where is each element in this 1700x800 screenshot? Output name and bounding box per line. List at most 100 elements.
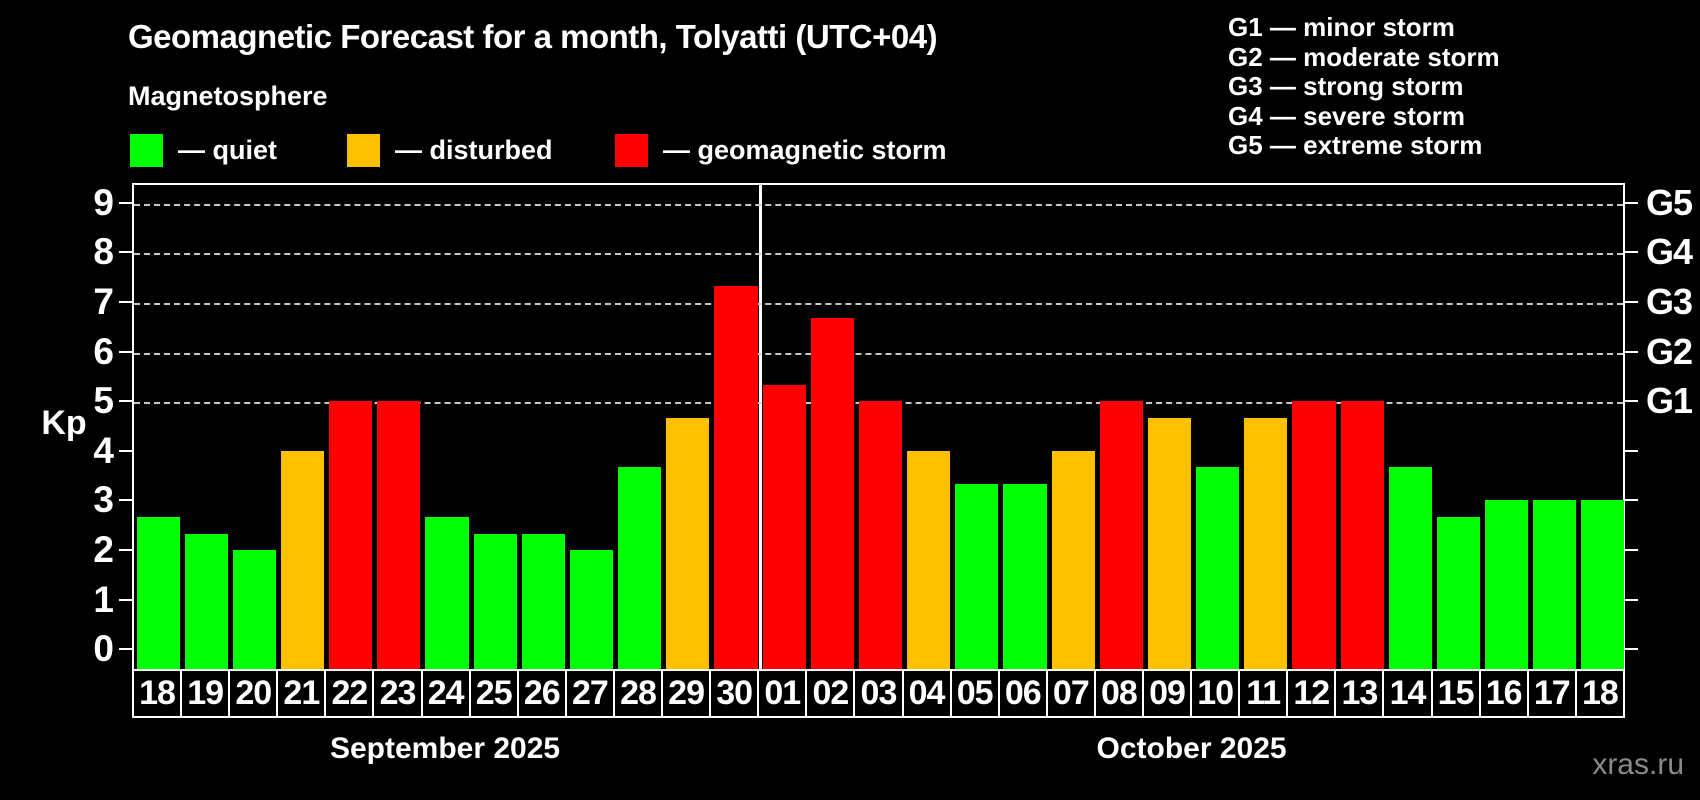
y-tick-left-8 (119, 251, 132, 254)
y-axis-label-4: 4 (93, 429, 114, 471)
legend-quiet-label: — quiet (178, 134, 277, 165)
y-axis-label-6: 6 (93, 330, 114, 372)
g-scale-line-4: G4 — severe storm (1228, 100, 1466, 131)
kp-bar-october-10 (1196, 467, 1240, 669)
y-axis-label-2: 2 (93, 528, 114, 570)
y-axis-label-8: 8 (93, 231, 114, 273)
g-scale-line-5: G5 — extreme storm (1228, 130, 1483, 160)
day-label-october-11: 11 (1238, 669, 1289, 718)
page-title: Geomagnetic Forecast for a month, Tolyat… (128, 18, 938, 55)
g-level-label-g4: G4 (1646, 231, 1693, 273)
day-label-october-10: 10 (1190, 669, 1241, 718)
day-label-september-25: 25 (468, 669, 519, 718)
kp-bar-october-07 (1051, 450, 1095, 669)
disturbed-color-swatch-icon (347, 133, 380, 167)
legend-item-storm: — geomagnetic storm (615, 131, 947, 169)
day-label-october-05: 05 (949, 669, 1000, 718)
y-tick-left-5 (119, 400, 132, 403)
y-tick-right-9 (1625, 201, 1638, 204)
kp-bar-october-01 (762, 384, 806, 669)
y-tick-right-8 (1625, 251, 1638, 254)
gridline-kp8 (134, 253, 1623, 256)
kp-bar-september-26 (521, 533, 565, 669)
day-label-october-02: 02 (805, 669, 856, 718)
y-tick-left-4 (119, 449, 132, 452)
y-tick-right-5 (1625, 400, 1638, 403)
day-label-september-28: 28 (612, 669, 664, 718)
legend-disturbed-label: — disturbed (395, 134, 553, 165)
day-label-september-21: 21 (276, 669, 327, 718)
y-axis-label-7: 7 (93, 281, 114, 323)
day-label-october-18: 18 (1574, 669, 1625, 718)
y-axis-label-9: 9 (93, 181, 114, 223)
day-label-september-24: 24 (420, 669, 471, 718)
gridline-kp7 (134, 303, 1623, 306)
day-label-october-12: 12 (1286, 669, 1337, 718)
kp-bar-october-09 (1147, 417, 1192, 669)
y-tick-left-2 (119, 548, 132, 551)
day-label-october-03: 03 (853, 669, 904, 718)
kp-bar-october-18 (1581, 500, 1625, 669)
kp-bar-september-23 (377, 401, 421, 669)
y-axis-label-3: 3 (93, 479, 114, 521)
month-label-september: September 2025 (329, 732, 561, 765)
gridline-kp6 (134, 352, 1623, 355)
kp-bar-september-29 (666, 417, 710, 669)
day-label-october-01: 01 (757, 669, 808, 718)
plot-area (132, 183, 1625, 669)
day-label-september-22: 22 (324, 669, 375, 718)
g-scale-line-3: G3 — strong storm (1228, 71, 1464, 101)
day-label-september-23: 23 (372, 669, 423, 718)
quiet-color-swatch-icon (130, 133, 163, 167)
kp-bar-october-08 (1099, 401, 1143, 669)
y-tick-right-4 (1625, 449, 1638, 452)
day-label-september-19: 19 (180, 669, 231, 718)
day-label-september-27: 27 (564, 669, 615, 718)
day-label-october-06: 06 (997, 669, 1048, 718)
day-label-october-14: 14 (1382, 669, 1433, 718)
kp-bar-october-14 (1388, 467, 1432, 669)
y-tick-left-1 (119, 598, 132, 601)
day-label-september-30: 30 (709, 669, 760, 718)
kp-bar-october-11 (1244, 417, 1288, 669)
y-tick-right-2 (1625, 548, 1638, 551)
y-tick-left-0 (119, 648, 132, 651)
day-label-october-13: 13 (1334, 669, 1385, 718)
legend-item-disturbed: — disturbed (347, 131, 553, 169)
day-label-september-26: 26 (516, 669, 567, 718)
month-separator-line (758, 185, 762, 669)
kp-bar-october-06 (1003, 484, 1047, 669)
legend-item-quiet: — quiet (130, 131, 277, 169)
day-label-october-09: 09 (1141, 669, 1193, 718)
y-tick-left-3 (119, 499, 132, 502)
day-axis-row: 18 19 20 21 22 23 24 25 26 27 28 29 30 01 02 03 04 05 06 07… (132, 669, 1625, 718)
kp-bar-september-27 (569, 549, 614, 669)
kp-bar-october-15 (1436, 516, 1480, 669)
gridline-kp9 (134, 203, 1623, 206)
day-label-october-04: 04 (901, 669, 952, 718)
g-scale-legend: G1 — minor storm G2 — moderate storm G3 — … (1228, 12, 1500, 161)
kp-bar-october-04 (907, 450, 951, 669)
kp-bar-september-28 (618, 467, 662, 669)
g-level-label-g3: G3 (1646, 281, 1693, 323)
day-label-september-18: 18 (132, 669, 183, 718)
day-label-october-08: 08 (1093, 669, 1144, 718)
g-scale-line-1: G1 — minor storm (1228, 12, 1455, 42)
g-level-label-g1: G1 (1646, 380, 1693, 422)
kp-bar-september-22 (329, 401, 373, 669)
day-label-october-16: 16 (1478, 669, 1529, 718)
month-label-october: October 2025 (1096, 732, 1287, 765)
kp-bar-september-25 (473, 533, 517, 669)
kp-bar-october-17 (1533, 500, 1577, 669)
kp-bar-october-02 (810, 318, 854, 669)
kp-bar-september-21 (280, 450, 325, 669)
kp-bar-october-16 (1485, 500, 1529, 669)
y-axis-label-1: 1 (93, 578, 114, 620)
watermark-xras: xras.ru (1592, 748, 1684, 781)
day-label-september-29: 29 (661, 669, 712, 718)
kp-bar-october-13 (1340, 401, 1384, 669)
y-axis-label-5: 5 (93, 380, 114, 422)
kp-bar-september-19 (184, 533, 228, 669)
y-tick-left-6 (119, 350, 132, 353)
